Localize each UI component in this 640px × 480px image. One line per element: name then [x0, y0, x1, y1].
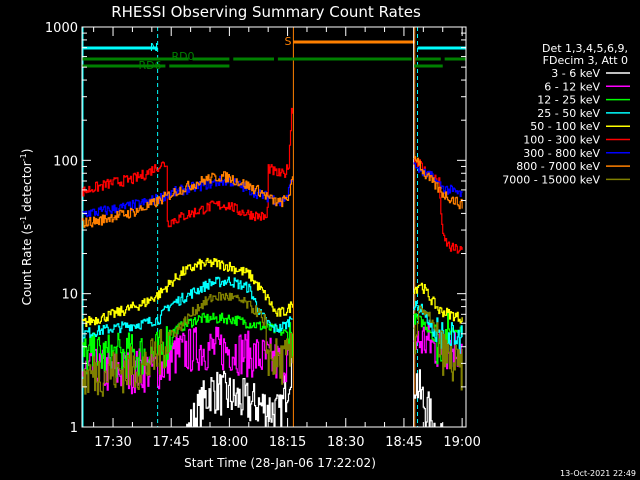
x-tick-label: 17:45 — [152, 435, 189, 450]
x-axis-label: Start Time (28-Jan-06 17:22:02) — [184, 456, 376, 470]
legend-label-4: 25 - 50 keV — [537, 107, 600, 120]
rd0-label: RD0 — [171, 50, 194, 63]
footer-date: 13-Oct-2021 22:49 — [560, 469, 636, 478]
legend: Det 1,3,4,5,6,9, FDecim 3, Att 0 3 - 6 k… — [502, 42, 630, 186]
legend-label-2: 6 - 12 keV — [544, 80, 600, 93]
x-tick-label: 18:15 — [269, 435, 306, 450]
legend-label-9: 7000 - 15000 keV — [502, 173, 600, 186]
x-tick-label: 17:30 — [94, 435, 131, 450]
legend-label-6: 100 - 300 keV — [523, 134, 600, 147]
legend-header-2: FDecim 3, Att 0 — [543, 54, 628, 67]
chart-title: RHESSI Observing Summary Count Rates — [111, 3, 421, 21]
x-tick-label: 19:00 — [443, 435, 480, 450]
legend-header-1: Det 1,3,4,5,6,9, — [542, 42, 628, 55]
night-label: N — [150, 41, 158, 54]
series-line-1 — [186, 333, 443, 427]
x-tick-label: 18:30 — [327, 435, 364, 450]
y-axis-label-end: ) — [20, 149, 34, 154]
y-axis-label: Count Rate (s-1 detector-1) — [19, 149, 34, 306]
legend-label-1: 3 - 6 keV — [551, 67, 600, 80]
y-axis: 1 10 100 1000 — [45, 21, 466, 436]
y-axis-label-sup2: -1 — [19, 153, 28, 161]
y-axis-label-mid: detector — [20, 161, 34, 216]
x-tick-label: 18:00 — [211, 435, 248, 450]
series-line-6 — [82, 107, 463, 254]
y-tick-label: 1 — [70, 421, 78, 436]
y-axis-label-sup1: -1 — [19, 216, 28, 224]
series-layer — [82, 107, 463, 427]
marker-layer — [82, 27, 466, 427]
y-axis-label-main: Count Rate (s — [20, 224, 34, 306]
plot-frame — [81, 26, 467, 428]
legend-label-3: 12 - 25 keV — [537, 94, 600, 107]
y-tick-label: 10 — [61, 288, 78, 303]
legend-label-8: 800 - 7000 keV — [516, 160, 600, 173]
x-tick-label: 18:45 — [385, 435, 422, 450]
rd6-label: RD6 — [138, 59, 161, 72]
series-line-8 — [82, 156, 463, 228]
series-line-5 — [82, 257, 463, 327]
saa-label: S — [285, 35, 292, 48]
y-tick-label: 1000 — [45, 21, 78, 36]
series-line-9 — [82, 292, 463, 397]
x-axis: 17:30 17:45 18:00 18:15 18:30 18:45 19:00 — [93, 27, 481, 450]
legend-label-7: 300 - 800 keV — [523, 147, 600, 160]
y-tick-label: 100 — [53, 154, 78, 169]
legend-label-5: 50 - 100 keV — [530, 120, 600, 133]
